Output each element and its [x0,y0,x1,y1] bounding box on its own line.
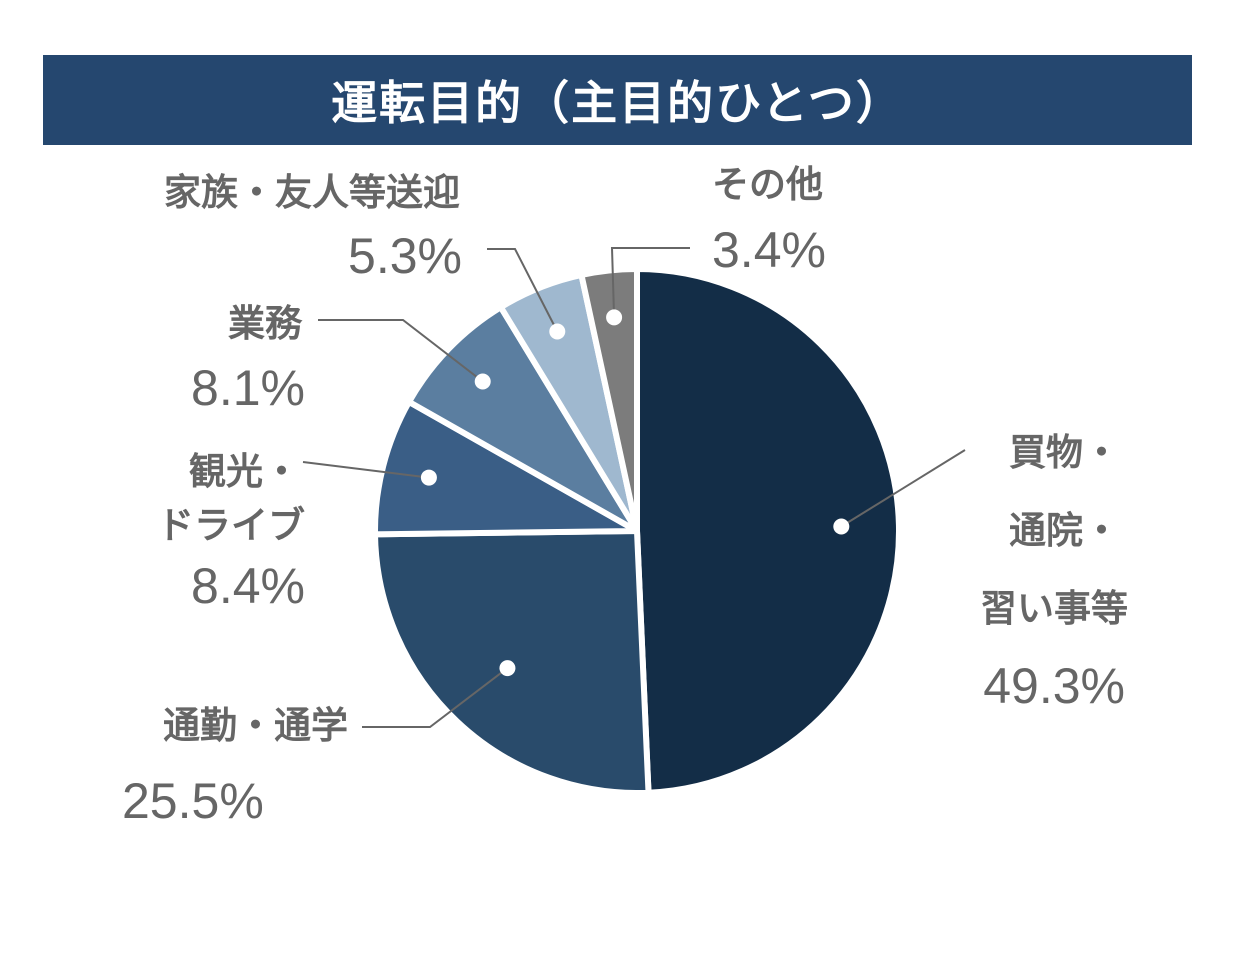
slice-label-line: 観光・ [189,450,300,493]
chart-title: 運転目的（主目的ひとつ） [43,55,1192,145]
slice-label-sightseeing: 観光・ ドライブ 8.4% [157,450,305,614]
slice-value-label: 5.3% [348,228,462,284]
leader-line-commute [362,667,509,728]
leader-line-other [610,247,690,318]
slice-label-line: ドライブ [157,504,305,547]
leader-dot-sightseeing [420,469,437,486]
slice-label-line: 習い事等 [980,587,1128,630]
slice-label-commute: 通勤・通学 25.5% [122,704,348,829]
leader-line-family-pickup [487,248,559,332]
slice-label-line: 家族・友人等送迎 [164,171,460,214]
slice-label-family-pickup: 家族・友人等送迎 5.3% [164,171,462,284]
pie-slices [372,266,903,796]
slice-label-line: 通勤・通学 [163,704,348,747]
leader-dot-shopping [833,518,850,535]
slice-label-line: 業務 [228,302,303,345]
slice-value-label: 8.4% [191,558,305,614]
leader-dot-business [474,373,491,390]
slice-label-line: 通院・ [1009,509,1120,552]
leader-line-shopping [840,449,966,528]
pie-slice-other [578,266,640,534]
slice-label-shopping: 買物・ 通院・ 習い事等 49.3% [980,431,1128,714]
slice-label-line: 買物・ [1009,431,1120,474]
leader-line-sightseeing [302,461,430,479]
slice-label-other: その他 3.4% [712,163,826,278]
slice-label-line: その他 [712,163,823,206]
slice-value-label: 3.4% [712,222,826,278]
leader-line-business [318,319,484,383]
slice-value-label: 25.5% [122,773,264,829]
slice-value-label: 8.1% [191,360,305,416]
leader-dot-other [606,309,623,326]
pie-slice-shopping [634,266,903,796]
pie-slice-business [406,304,640,534]
leader-dot-family-pickup [549,323,566,340]
slice-label-business: 業務 8.1% [191,302,305,416]
leader-lines [302,247,966,728]
pie-slice-sightseeing [372,398,640,538]
slice-value-label: 49.3% [983,658,1125,714]
leader-dot-commute [499,660,516,677]
